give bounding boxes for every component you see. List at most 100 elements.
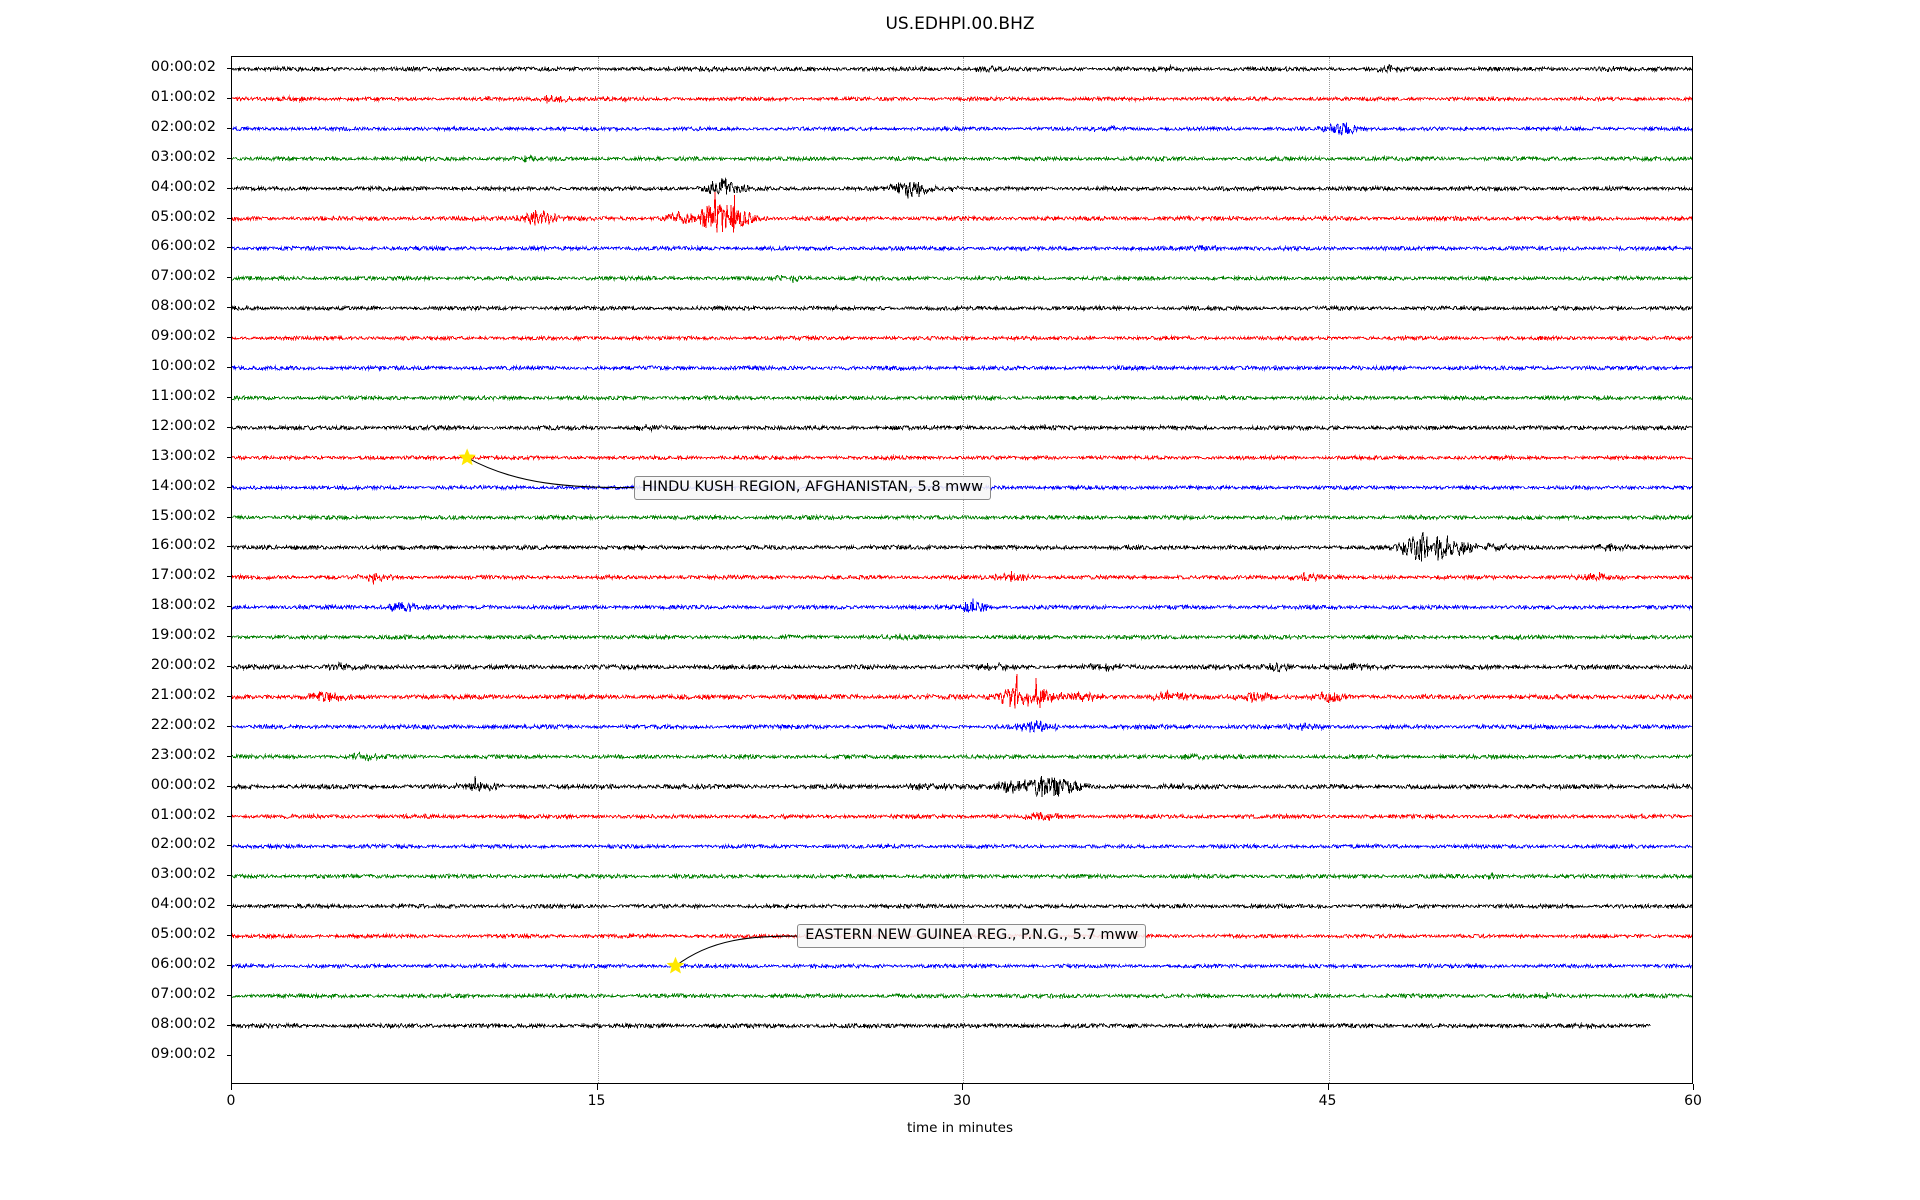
y-tick-mark [227,845,234,847]
y-tick-mark [227,68,234,69]
trace-line [232,454,1692,462]
earthquake-star-icon [458,448,476,466]
y-tick-mark [227,636,234,638]
trace-line [232,191,1692,233]
y-tick-label: 20:00:02 [150,657,216,673]
trace-line [232,94,1692,104]
annotation-leader [675,935,798,967]
trace-line [232,661,1692,674]
y-tick-mark [227,875,234,877]
trace-line [232,154,1692,163]
x-tick-mark [1693,1084,1694,1090]
y-tick-label: 14:00:02 [150,477,216,494]
trace-line [232,991,1692,1000]
y-tick-label: 09:00:02 [150,1045,216,1062]
grid-line-15 [597,57,599,1083]
y-tick-mark [227,486,234,488]
trace-line [232,674,1692,709]
y-tick-mark [227,127,234,129]
event-label-box[interactable]: EASTERN NEW GUINEA REG., P.N.G., 5.7 mww [797,924,1147,949]
y-tick-label: 09:00:02 [150,328,216,345]
y-tick-mark [227,815,234,817]
y-tick-mark [227,994,234,996]
x-tick-label: 30 [953,1093,971,1109]
x-tick-label: 15 [587,1093,606,1109]
helicorder-plot-area[interactable]: HINDU KUSH REGION, AFGHANISTAN, 5.8 mww E… [231,56,1693,1084]
y-tick-label: 12:00:02 [150,417,216,434]
y-tick-mark [227,546,234,548]
x-tick-label: 0 [226,1093,236,1109]
y-tick-mark [227,695,234,697]
y-tick-label: 21:00:02 [150,686,216,703]
x-axis-title: time in minutes [906,1120,1014,1136]
y-tick-label: 02:00:02 [150,118,216,135]
page-title: US.EDHPI.00.BHZ [885,14,1035,34]
x-tick-mark [1327,1084,1329,1090]
y-tick-label: 05:00:02 [150,926,216,943]
annotation-leader-lines [458,448,798,974]
event-annotations[interactable]: HINDU KUSH REGION, AFGHANISTAN, 5.8 mww E… [232,57,1692,1083]
y-tick-mark [227,217,234,219]
y-tick-mark [227,576,234,578]
y-tick-label: 13:00:02 [150,447,216,464]
y-tick-mark [227,1024,234,1026]
y-tick-label: 08:00:02 [150,298,216,315]
trace-line [232,423,1692,433]
y-tick-mark [227,277,234,279]
trace-line [232,598,1692,613]
y-tick-mark [227,755,234,757]
y-tick-label: 02:00:02 [150,836,216,853]
y-tick-mark [227,97,234,99]
y-tick-mark [227,157,234,159]
y-tick-label: 18:00:02 [150,597,216,614]
y-tick-label: 19:00:02 [150,627,216,644]
annotation-leader [466,457,635,489]
y-tick-mark [227,247,234,249]
event-label-box[interactable]: HINDU KUSH REGION, AFGHANISTAN, 5.8 mww [634,475,992,500]
trace-line [232,334,1692,342]
x-tick-mark [962,1084,963,1090]
y-tick-label: 04:00:02 [150,896,216,913]
y-tick-label: 07:00:02 [150,268,216,285]
trace-line [232,872,1692,881]
y-tick-label: 00:00:02 [150,776,216,793]
y-tick-label: 04:00:02 [150,178,216,195]
trace-line [232,633,1692,642]
y-tick-label: 01:00:02 [150,88,216,105]
trace-line [232,776,1692,798]
trace-line [232,811,1692,822]
trace-line [232,274,1692,283]
y-tick-label: 00:00:02 [150,59,216,75]
y-tick-mark [227,935,234,937]
y-tick-mark [227,666,234,667]
trace-line [232,244,1692,253]
y-tick-mark [227,516,234,518]
trace-line [232,1021,1651,1030]
trace-line [232,513,1692,522]
grid-line-45 [1328,57,1330,1083]
earthquake-star-icon [666,956,685,974]
trace-line [232,531,1692,562]
y-tick-label: 07:00:02 [150,985,216,1002]
x-tick-label: 45 [1318,1093,1337,1109]
trace-line [232,720,1692,733]
grid-lines [232,57,1692,1083]
trace-line [232,962,1692,970]
y-tick-mark [227,965,234,966]
y-tick-label: 23:00:02 [150,746,216,763]
y-tick-label: 05:00:02 [150,208,216,225]
x-tick-label: 60 [1684,1093,1702,1109]
y-tick-label: 22:00:02 [150,716,216,733]
y-tick-label: 06:00:02 [150,238,216,255]
trace-line [232,63,1692,74]
trace-line [232,122,1692,137]
trace-line [232,902,1692,910]
y-tick-label: 15:00:02 [150,507,216,524]
trace-line [232,394,1692,402]
y-tick-mark [227,307,234,309]
trace-line [232,842,1692,850]
y-tick-mark [227,367,234,368]
y-tick-label: 17:00:02 [150,567,216,584]
x-tick-mark [596,1084,598,1090]
y-tick-label: 03:00:02 [150,148,216,165]
